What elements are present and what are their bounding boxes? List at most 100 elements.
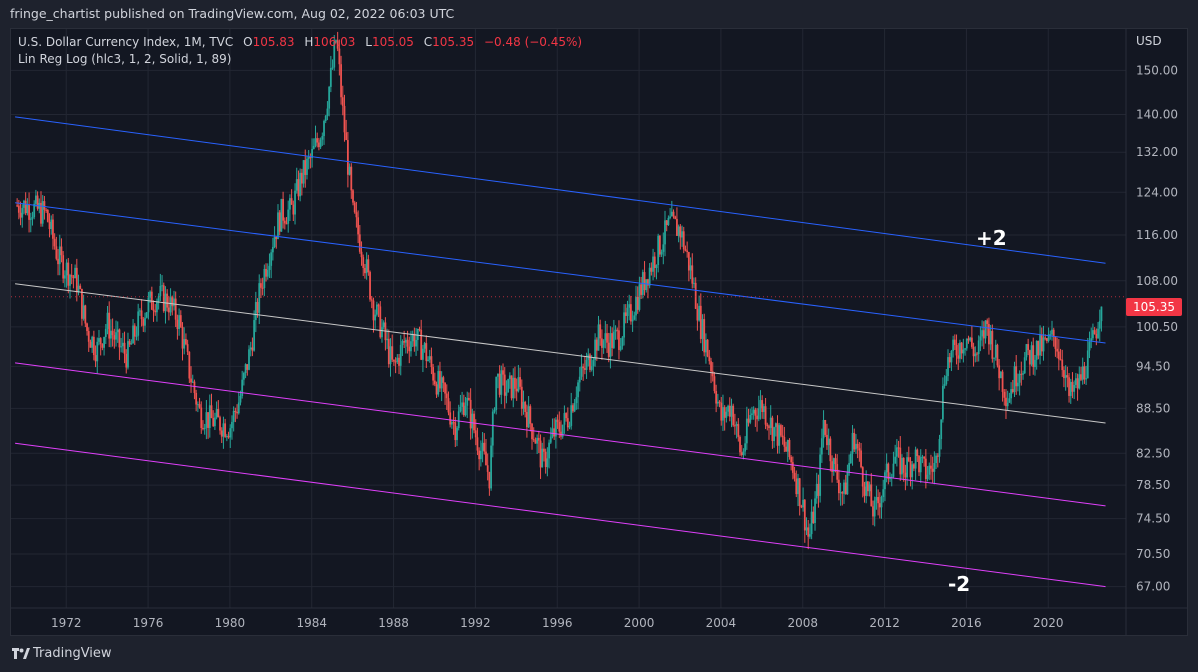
x-tick-label: 1980 — [215, 616, 246, 630]
candle-body — [473, 413, 475, 431]
candle-body — [952, 339, 955, 351]
candle-body — [554, 419, 557, 437]
candle-body — [181, 326, 184, 349]
candle-body — [1008, 398, 1011, 403]
x-tick-label: 1996 — [542, 616, 573, 630]
candle-body — [1095, 334, 1098, 339]
candle-body — [960, 342, 963, 354]
candle-body — [149, 291, 152, 298]
candle-body — [851, 432, 854, 454]
candle-body — [324, 115, 327, 122]
candle-body — [544, 451, 547, 468]
x-tick-label: 1984 — [296, 616, 327, 630]
x-tick-label: 1988 — [378, 616, 409, 630]
candle-body — [522, 401, 525, 409]
candle-body — [648, 267, 651, 286]
low-value: 105.05 — [371, 35, 414, 49]
candle-body — [836, 464, 839, 480]
candle-body — [164, 293, 167, 312]
candle-body — [996, 344, 999, 366]
candle-body — [1042, 337, 1045, 352]
candle-body — [111, 330, 114, 336]
candle-body — [861, 467, 864, 487]
candle-body — [1100, 306, 1103, 322]
candle-body — [930, 465, 932, 469]
candle-body — [23, 200, 25, 208]
x-tick-label: 1976 — [133, 616, 164, 630]
candle-body — [33, 203, 36, 218]
candle-body — [53, 238, 56, 247]
candle-body — [104, 328, 107, 338]
candle-body — [75, 267, 78, 293]
candle-body — [897, 447, 900, 449]
candle-body — [878, 503, 881, 508]
candle-body — [171, 297, 174, 307]
candle-body — [65, 262, 68, 276]
candle-body — [723, 407, 726, 418]
candle-body — [1080, 374, 1082, 380]
candle-body — [935, 455, 937, 463]
candle-body — [116, 329, 119, 333]
candle-body — [214, 417, 216, 427]
candle-body — [219, 417, 221, 431]
published-info: fringe_chartist published on TradingView… — [10, 6, 455, 21]
candle-body — [976, 353, 978, 355]
regression-lower-1-line — [15, 362, 1106, 507]
candle-body — [304, 160, 307, 175]
candle-body — [534, 440, 537, 444]
candle-body — [145, 312, 148, 318]
candle-body — [757, 408, 760, 420]
candle-body — [664, 220, 666, 245]
candle-body — [289, 198, 291, 210]
candle-body — [353, 202, 356, 213]
candle-body — [386, 338, 388, 341]
candle-body — [67, 262, 70, 286]
candle-body — [635, 296, 637, 316]
candle-body — [829, 438, 832, 462]
candle-body — [561, 424, 564, 437]
time-axis[interactable]: 1972 1976 1980 1984 1988 1992 1996 2000 2004 2008… — [11, 607, 1187, 630]
candle-body — [254, 302, 257, 321]
candle-body — [500, 370, 503, 395]
candle-body — [938, 439, 941, 457]
candle-body — [614, 329, 617, 332]
candle-body — [108, 312, 111, 339]
candle-body — [369, 272, 371, 300]
candle-body — [188, 351, 191, 379]
candle-body — [459, 406, 462, 412]
candle-body — [1085, 378, 1088, 380]
candle-body — [275, 236, 278, 240]
candle-body — [236, 412, 238, 414]
indicator-row[interactable]: Lin Reg Log (hlc3, 1, 2, Solid, 1, 89) — [18, 52, 232, 66]
candle-body — [198, 404, 201, 408]
candle-body — [582, 366, 585, 369]
candle-body — [981, 330, 984, 337]
candle-body — [940, 419, 943, 440]
candle-body — [892, 463, 895, 477]
price-axis[interactable]: 67.00 70.50 74.50 78.50 82.50 88.50 94.50 100.5… — [1125, 29, 1178, 635]
candle-body — [752, 409, 755, 414]
candle-body — [34, 195, 37, 204]
candle-body — [156, 301, 158, 313]
candle-body — [689, 265, 692, 271]
candle-body — [727, 405, 729, 412]
candle-body — [329, 68, 332, 87]
candle-body — [1023, 357, 1026, 374]
candle-body — [771, 417, 774, 442]
candle-body — [988, 323, 990, 345]
candle-body — [491, 411, 494, 446]
candle-body — [265, 268, 267, 277]
candle-body — [260, 283, 262, 288]
candle-body — [31, 217, 34, 219]
y-tick-label: 108.00 — [1136, 274, 1178, 288]
candle-body — [1035, 340, 1038, 360]
candle-body — [502, 370, 504, 375]
candle-body — [387, 338, 390, 365]
candle-body — [604, 333, 607, 341]
candle-body — [246, 364, 249, 370]
currency-label[interactable]: USD — [1136, 34, 1162, 48]
candle-body — [677, 226, 680, 236]
candle-body — [118, 329, 121, 348]
candle-body — [705, 339, 707, 353]
